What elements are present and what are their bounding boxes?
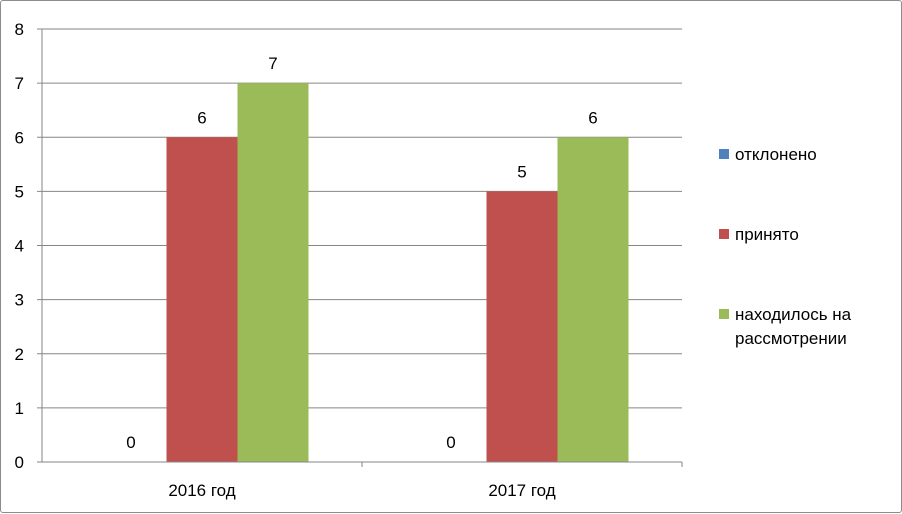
legend-swatch xyxy=(719,149,729,159)
y-tick-label: 2 xyxy=(15,345,24,364)
data-label: 6 xyxy=(588,108,597,127)
bar xyxy=(237,83,309,462)
y-tick-label: 7 xyxy=(15,74,24,93)
legend-label: находилось на рассмотрении xyxy=(735,305,852,348)
axes: 0 1 2 3 4 5 6 7 8 2016 год 2017 год xyxy=(15,20,683,500)
legend-label: принято xyxy=(735,225,799,244)
y-tick-label: 4 xyxy=(15,237,24,256)
bars xyxy=(166,83,629,462)
y-tick-label: 1 xyxy=(15,399,24,418)
y-tick-label: 8 xyxy=(15,20,24,39)
gridlines xyxy=(42,28,682,409)
y-tick-label: 0 xyxy=(15,453,24,472)
x-tick-label: 2017 год xyxy=(488,481,555,500)
bar xyxy=(557,137,629,462)
data-label: 0 xyxy=(446,433,455,452)
legend-swatch xyxy=(719,309,729,319)
bar xyxy=(166,137,238,462)
y-tick-label: 3 xyxy=(15,291,24,310)
data-label: 7 xyxy=(268,54,277,73)
data-labels: 0 6 7 0 5 6 xyxy=(126,54,597,452)
bar xyxy=(486,191,558,462)
legend-swatch xyxy=(719,229,729,239)
data-label: 6 xyxy=(197,108,206,127)
data-label: 0 xyxy=(126,433,135,452)
data-label: 5 xyxy=(517,162,526,181)
legend-label: отклонено xyxy=(735,145,817,164)
legend: отклонено принято находилось на рассмотрени… xyxy=(719,145,852,348)
x-tick-label: 2016 год xyxy=(168,481,235,500)
y-tick-label: 6 xyxy=(15,128,24,147)
y-tick-label: 5 xyxy=(15,182,24,201)
